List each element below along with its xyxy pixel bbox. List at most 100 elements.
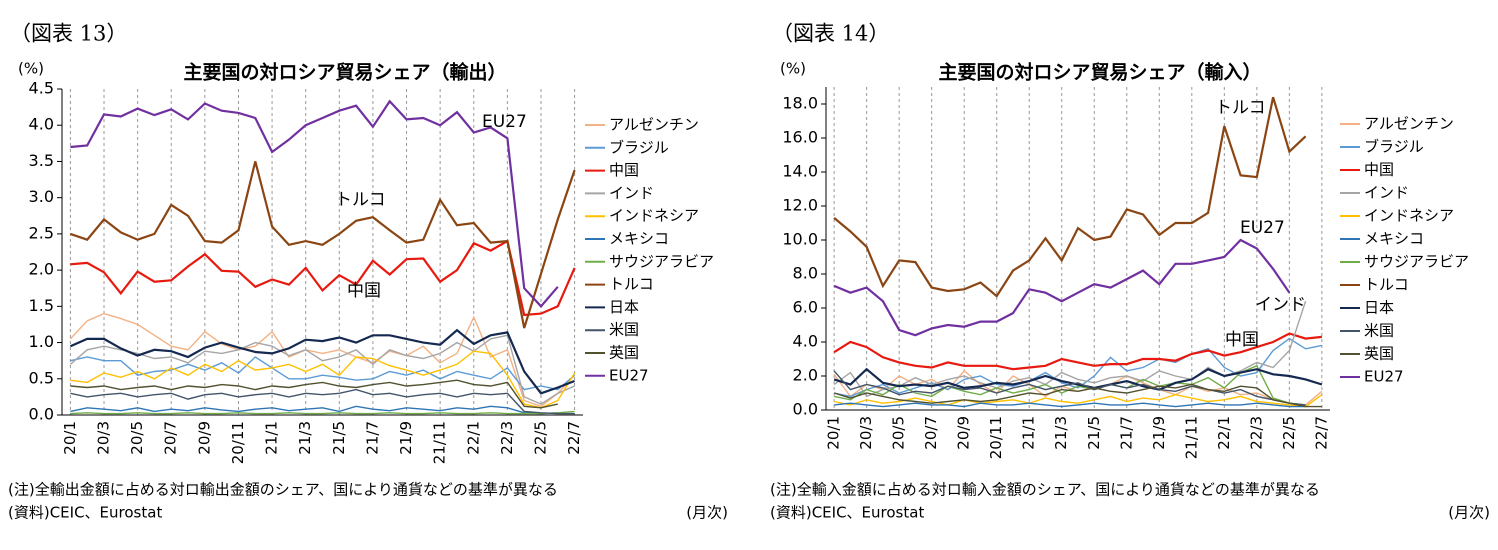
y-tick-label: 8.0: [793, 264, 818, 283]
legend-label: EU27: [1364, 368, 1404, 386]
legend-label: アルゼンチン: [609, 116, 699, 134]
series-line: [70, 405, 558, 415]
y-tick-label: 2.0: [793, 366, 818, 385]
annotation: インド: [1255, 295, 1306, 315]
y-tick-label: 10.0: [782, 230, 818, 249]
series-line: [69, 334, 575, 405]
x-tick-label: 20/1: [61, 421, 79, 455]
series-line: [833, 383, 1322, 408]
x-tick-label: 20/9: [955, 416, 973, 450]
annotation: EU27: [1240, 218, 1285, 238]
y-tick-label: 0.0: [29, 405, 54, 424]
series-line: [70, 239, 576, 317]
legend-label: ブラジル: [1364, 138, 1424, 156]
x-tick-label: 21/5: [1085, 416, 1103, 450]
legend-label: 米国: [609, 321, 639, 339]
legend-label: インド: [609, 184, 654, 202]
legend-label: 中国: [1364, 161, 1394, 179]
legend-label: トルコ: [609, 275, 654, 293]
x-tick-label: 20/7: [162, 421, 180, 455]
x-tick-label: 20/1: [825, 416, 843, 450]
series-line: [833, 370, 1306, 406]
x-tick-label: 20/11: [229, 421, 247, 464]
x-tick-label: 21/7: [1117, 416, 1135, 450]
x-tick-label: 21/11: [431, 421, 449, 464]
x-tick-label: 20/5: [128, 421, 146, 455]
y-tick-label: 6.0: [793, 298, 818, 317]
legend-label: サウジアラビア: [1364, 253, 1469, 271]
x-tick-label: 21/1: [263, 421, 281, 455]
series-line: [833, 393, 1323, 408]
y-tick-label: 4.0: [793, 332, 818, 351]
legend-label: アルゼンチン: [1364, 115, 1454, 133]
annotation: トルコ: [335, 190, 386, 210]
x-tick-label: 21/11: [1182, 416, 1200, 459]
x-tick-label: 20/11: [987, 416, 1005, 459]
y-tick-label: 3.5: [29, 151, 54, 170]
legend-label: 日本: [1364, 299, 1394, 317]
legend-label: 中国: [609, 161, 639, 179]
series-line: [833, 96, 1307, 298]
legend-label: EU27: [609, 366, 649, 384]
x-tick-label: 20/9: [195, 421, 213, 455]
x-tick-label: 21/9: [1150, 416, 1168, 450]
source: (資料)CEIC、Eurostat: [770, 504, 924, 522]
series-line: [70, 161, 576, 329]
annotation: トルコ: [1215, 98, 1266, 118]
x-tick-label: 20/3: [857, 416, 875, 450]
y-tick-label: 0.5: [29, 368, 54, 387]
series-line: [834, 402, 1306, 408]
x-tick-label: 22/3: [1247, 416, 1265, 450]
x-tick-label: 22/1: [1215, 416, 1233, 450]
note: (注)全輸出金額に占める対ロ輸出金額のシェア、国により通貨などの基準が異なる: [8, 481, 558, 499]
series-line: [70, 356, 576, 391]
x-tick-label: 20/7: [922, 416, 940, 450]
y-tick-label: 4.5: [29, 79, 54, 98]
x-tick-label: 22/5: [531, 421, 549, 455]
legend-label: 日本: [609, 298, 639, 316]
figure-label: （図表 13）: [10, 22, 127, 46]
figure-label: （図表 14）: [772, 22, 889, 46]
x-tick-label: 20/5: [890, 416, 908, 450]
x-tick-label: 22/1: [464, 421, 482, 455]
y-tick-label: 1.5: [29, 296, 54, 315]
series-line: [833, 332, 1323, 371]
y-tick-label: 18.0: [782, 94, 818, 113]
x-tick-label: 21/7: [363, 421, 381, 455]
x-tick-label: 22/7: [1312, 416, 1330, 450]
legend-label: 英国: [609, 344, 639, 362]
x-tick-label: 22/7: [565, 421, 583, 455]
y-unit: (%): [780, 60, 806, 78]
x-tick-label: 21/1: [1020, 416, 1038, 450]
annotation: 中国: [1225, 330, 1259, 350]
y-tick-label: 4.0: [29, 115, 54, 134]
annotation: 中国: [347, 281, 381, 301]
source: (資料)CEIC、Eurostat: [8, 504, 162, 522]
annotation: EU27: [482, 112, 527, 132]
x-tick-label: 21/5: [330, 421, 348, 455]
series-line: [833, 367, 1323, 391]
legend-label: メキシコ: [1364, 230, 1424, 248]
series-line: [833, 238, 1291, 337]
legend-label: サウジアラビア: [609, 252, 714, 270]
x-tick-label: 22/3: [498, 421, 516, 455]
legend-label: ブラジル: [609, 138, 669, 156]
x-tick-label: 21/3: [296, 421, 314, 455]
chart-title: 主要国の対ロシア貿易シェア（輸入）: [938, 61, 1261, 84]
legend-label: 米国: [1364, 322, 1394, 340]
series-line: [69, 328, 575, 395]
x-tick-label: 20/3: [95, 421, 113, 455]
y-tick-label: 3.0: [29, 187, 54, 206]
y-tick-label: 16.0: [782, 128, 818, 147]
legend-label: メキシコ: [609, 230, 669, 248]
note: (注)全輸入金額に占める対ロ輸入金額のシェア、国により通貨などの基準が異なる: [770, 481, 1320, 499]
chart-title: 主要国の対ロシア貿易シェア（輸出）: [183, 61, 506, 84]
legend-label: インドネシア: [1364, 207, 1454, 225]
x-tick-label: 21/3: [1052, 416, 1070, 450]
series-line: [70, 388, 575, 415]
x-tick-label: 21/9: [397, 421, 415, 455]
x-unit: (月次): [1448, 504, 1490, 522]
x-unit: (月次): [686, 504, 728, 522]
series-line: [70, 379, 558, 409]
series-line: [833, 337, 1323, 398]
